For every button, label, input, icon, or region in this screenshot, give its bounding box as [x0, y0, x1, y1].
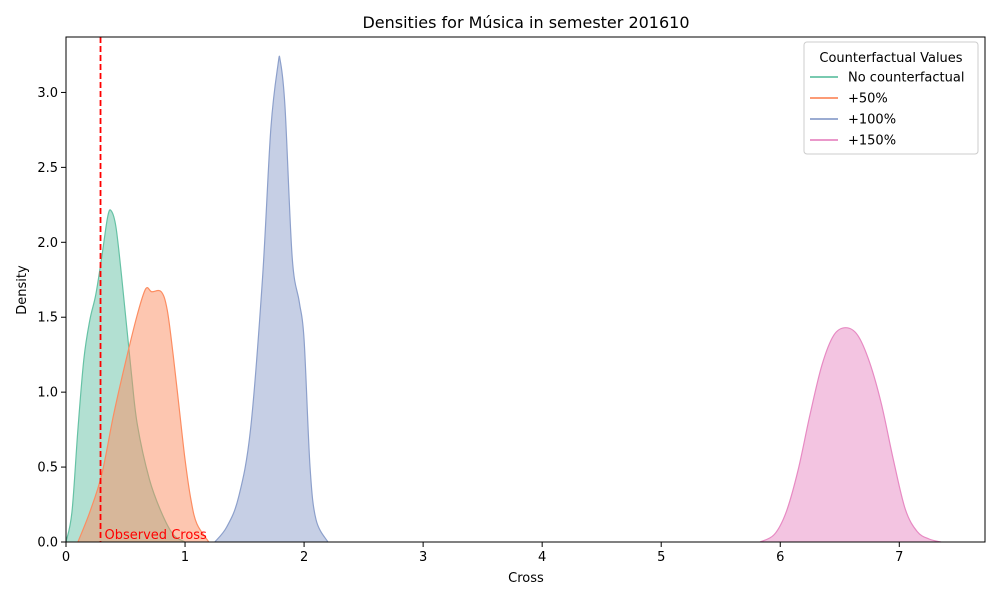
x-tick-label: 4	[538, 550, 546, 565]
series-2-area	[214, 56, 328, 542]
series-2-line	[214, 55, 329, 543]
x-tick-label: 2	[300, 550, 308, 565]
legend-title: Counterfactual Values	[819, 51, 962, 66]
x-tick-label: 7	[895, 550, 903, 565]
chart-title: Densities for Música in semester 201610	[362, 13, 689, 32]
plot-frame	[65, 36, 986, 543]
y-tick-label: 1.0	[37, 386, 58, 401]
y-axis-title: Density	[15, 265, 30, 315]
x-tick-label: 5	[657, 550, 665, 565]
legend-label: No counterfactual	[848, 71, 964, 86]
y-tick-label: 0.5	[37, 461, 58, 476]
observed-cross-label: Observed Cross	[105, 528, 208, 543]
x-tick-label: 0	[62, 550, 70, 565]
x-tick-label: 6	[776, 550, 784, 565]
series-1-line	[77, 286, 210, 543]
series-3-area	[760, 327, 941, 542]
y-tick-label: 0.0	[37, 536, 58, 551]
y-tick-label: 2.5	[37, 161, 58, 176]
legend-label: +50%	[848, 92, 888, 107]
legend-box	[803, 41, 979, 155]
legend: Counterfactual Values No counterfactual +…	[803, 41, 979, 155]
legend-label: +150%	[848, 134, 896, 149]
legend-label: +100%	[848, 113, 896, 128]
y-tick-label: 3.0	[37, 86, 58, 101]
y-tick-label: 2.0	[37, 236, 58, 251]
x-tick-label: 1	[181, 550, 189, 565]
x-axis-title: Cross	[508, 571, 544, 586]
x-tick-label: 3	[419, 550, 427, 565]
series-3-line	[759, 327, 942, 543]
plot-area: Observed Cross	[65, 37, 942, 543]
axes: 0 1 2 3 4 5 6 7 0.0 0.5 1.0 1.5 2.0 2.5 3.0	[37, 36, 986, 565]
series-1-area	[77, 287, 209, 542]
y-tick-label: 1.5	[37, 311, 58, 326]
